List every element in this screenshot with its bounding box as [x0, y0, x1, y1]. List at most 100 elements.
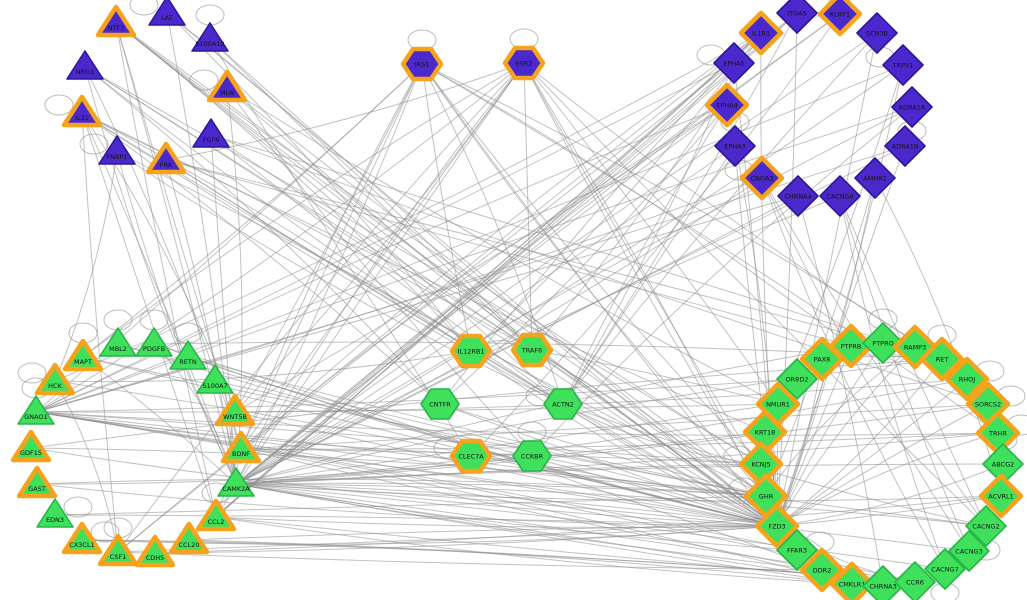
- edge-NRG1-ACTN2: [84, 66, 564, 405]
- node-ADRA1B[interactable]: ADRA1B: [884, 125, 926, 167]
- diamond-shape: [978, 473, 1024, 519]
- edge-IL31-FZD3: [81, 112, 778, 527]
- triangle-shape: [99, 327, 137, 357]
- triangle-shape: [95, 4, 137, 38]
- edge-CAMK2A-DDR2: [235, 483, 823, 571]
- edge-NRG1-BDNF: [84, 66, 242, 450]
- edge-TRAF6-FZD3: [531, 349, 778, 527]
- node-ESR2[interactable]: ESR2: [502, 45, 546, 81]
- edge-CNTFR-GHR: [439, 403, 767, 497]
- diamond-shape: [829, 561, 875, 600]
- triangle-shape: [16, 465, 58, 499]
- edge-EPHA4-ACTN2: [562, 104, 728, 405]
- node-FNBP1[interactable]: FNBP1: [98, 135, 136, 165]
- hexagon-shape: [449, 438, 493, 474]
- node-NRG1[interactable]: NRG1: [66, 50, 104, 80]
- node-EPHA5[interactable]: EPHA5: [713, 42, 755, 84]
- edge-IL31-IL12RB1: [81, 112, 472, 352]
- node-GAST[interactable]: GAST: [16, 465, 58, 499]
- triangle-shape: [17, 395, 55, 425]
- node-EDN3[interactable]: EDN3: [36, 498, 74, 528]
- edge-CNGA3-GNAO1: [35, 177, 763, 413]
- edge-CCKBR-FZD3: [531, 455, 778, 527]
- node-GNAO1[interactable]: GNAO1: [17, 395, 55, 425]
- node-LAT[interactable]: LAT: [148, 0, 186, 26]
- diamond-shape: [965, 505, 1007, 547]
- node-ACTN2[interactable]: ACTN2: [543, 388, 583, 420]
- triangle-shape: [34, 362, 76, 396]
- node-IL12RB1[interactable]: IL12RB1: [449, 333, 493, 369]
- edge-CAMK2A-NMUR1: [235, 403, 779, 485]
- node-CACNG8[interactable]: CACNG8: [819, 175, 861, 217]
- node-CNTFR[interactable]: CNTFR: [420, 388, 460, 420]
- node-KLRF1[interactable]: KLRF1: [817, 0, 863, 37]
- edge-BDNF-SORCS2: [240, 403, 989, 450]
- triangle-shape: [214, 393, 256, 427]
- edge-PTPRO-FZD3: [776, 342, 884, 527]
- edge-IRS1-MAPT: [82, 63, 423, 358]
- edge-IL12RB1-FZD3: [470, 350, 778, 527]
- node-WNT5B[interactable]: WNT5B: [214, 393, 256, 427]
- edge-NRG1-CNTFR: [84, 66, 441, 405]
- edge-CAMK2A-FFAR3: [235, 483, 798, 551]
- edge-GAST-GHR: [36, 478, 767, 497]
- edge-GNAO1-KCNJ5: [35, 411, 762, 465]
- triangle-shape: [192, 118, 230, 148]
- diamond-shape: [714, 125, 756, 167]
- edge-AMHR2-GHR: [765, 177, 876, 497]
- diamond-shape: [924, 548, 966, 590]
- edge-TRAF6-NMUR1: [531, 349, 779, 405]
- self-loop-LAT: [129, 0, 159, 16]
- node-MBL2[interactable]: MBL2: [99, 327, 137, 357]
- diamond-shape: [776, 0, 818, 34]
- edge-layer: [30, 12, 1004, 587]
- diamond-shape: [738, 10, 784, 56]
- edge-ACVRL1-FZD3: [776, 495, 1002, 527]
- edge-MLN-CAMK2A: [226, 87, 243, 485]
- hexagon-shape: [543, 388, 583, 420]
- diamond-shape: [882, 44, 924, 86]
- node-MAPT[interactable]: MAPT: [62, 338, 104, 372]
- edge-CDH5-ACVRL1: [154, 495, 1002, 554]
- node-ADRA1A[interactable]: ADRA1A: [891, 86, 933, 128]
- node-EPHA3[interactable]: EPHA3: [714, 125, 756, 167]
- node-CHRNA4[interactable]: CHRNA4: [777, 175, 819, 217]
- node-CLEC7A[interactable]: CLEC7A: [449, 438, 493, 474]
- node-CX3CL1[interactable]: CX3CL1: [61, 521, 103, 555]
- triangle-shape: [61, 94, 103, 128]
- edge-PTPRB-FZD3: [776, 345, 852, 527]
- edge-IL31-CNTFR: [81, 112, 441, 405]
- edge-ITGA5-CCL2: [215, 12, 798, 518]
- edge-CSF1-DDR2: [117, 551, 823, 571]
- diamond-shape: [894, 561, 936, 600]
- node-SCN3B[interactable]: SCN3B: [856, 12, 898, 54]
- edge-CCL20-FZD3: [188, 525, 778, 541]
- node-ITGA5[interactable]: ITGA5: [776, 0, 818, 34]
- triangle-shape: [62, 338, 104, 372]
- triangle-shape: [10, 429, 52, 463]
- edge-GDF15-FZD3: [30, 447, 778, 527]
- edge-ITGA5-CSF1: [117, 12, 798, 553]
- triangle-shape: [206, 69, 248, 103]
- node-FGF8[interactable]: FGF8: [192, 118, 230, 148]
- node-TRAF6[interactable]: TRAF6: [510, 332, 554, 368]
- triangle-shape: [168, 521, 210, 555]
- edge-LAT-FZD3: [166, 12, 778, 527]
- node-NTF3[interactable]: NTF3: [95, 4, 137, 38]
- edge-ESR2-MAPT: [82, 62, 525, 358]
- edge-FRK-CAMK2A: [165, 159, 237, 485]
- node-EPHA4[interactable]: EPHA4: [704, 82, 750, 128]
- node-TRPV1[interactable]: TRPV1: [882, 44, 924, 86]
- self-loop-HCK: [17, 362, 47, 384]
- triangle-shape: [36, 498, 74, 528]
- edge-CAMK2A-RET: [235, 358, 943, 485]
- edge-AMHR2-ACVRL1: [874, 177, 1002, 497]
- self-loop-PDGFB: [139, 309, 169, 331]
- edge-RHOJ-FZD3: [776, 378, 968, 527]
- edge-CAMK2A-SORCS2: [235, 403, 989, 485]
- node-IRS1[interactable]: IRS1: [400, 46, 444, 82]
- edge-CLEC7A-FZD3: [470, 455, 778, 527]
- edge-ESR2-CSF1: [117, 62, 525, 553]
